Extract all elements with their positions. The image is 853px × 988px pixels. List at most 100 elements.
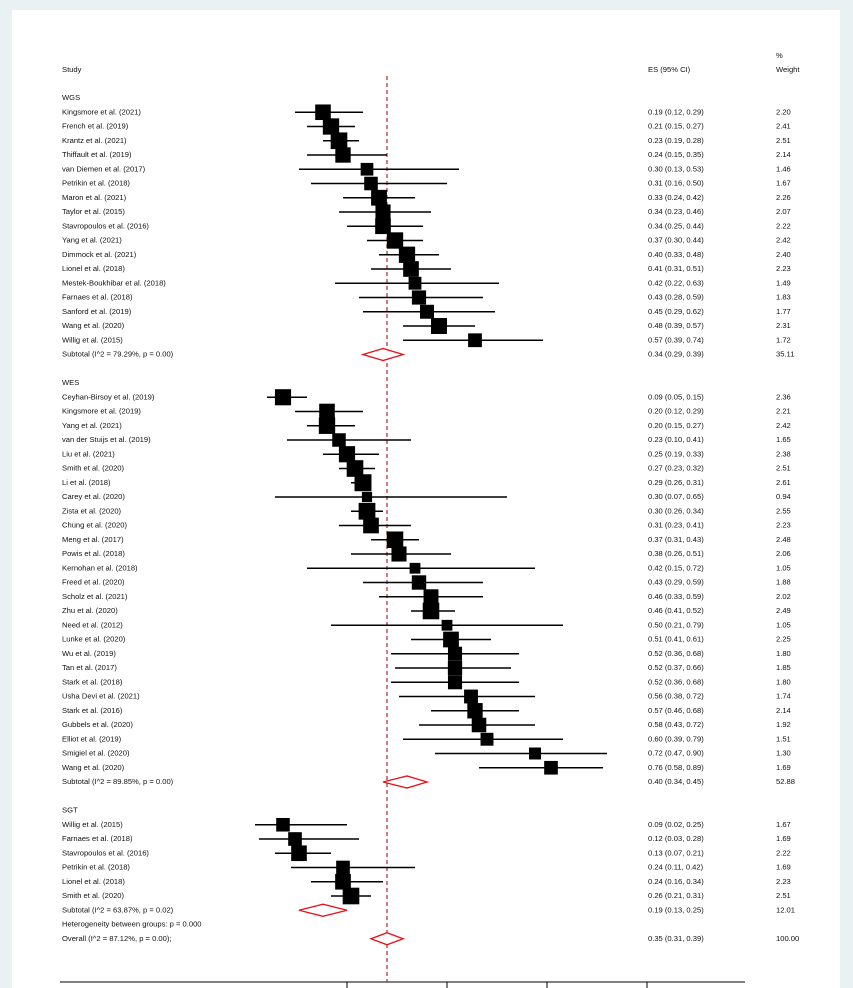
es-ci-label: 0.31 (0.23, 0.41) (648, 521, 704, 530)
row-label: Tan et al. (2017) (62, 663, 117, 672)
row-label: van der Stuijs et al. (2019) (62, 435, 151, 444)
row-label: Subtotal (I^2 = 79.29%, p = 0.00) (62, 350, 174, 359)
study-square (441, 619, 453, 631)
weight-label: 1.05 (776, 620, 791, 629)
es-ci-label: 0.46 (0.33, 0.59) (648, 592, 704, 601)
row-label: Lionel et al. (2018) (62, 264, 125, 273)
row-label: Li et al. (2018) (62, 478, 111, 487)
row-label: Krantz et al. (2021) (62, 136, 127, 145)
study-square (335, 147, 351, 163)
study-square (468, 333, 482, 348)
study-square (315, 104, 331, 121)
study-square (319, 403, 335, 420)
study-square (332, 433, 346, 447)
study-square (403, 261, 419, 277)
row-label: Stark et al. (2018) (62, 677, 123, 686)
study-square (447, 646, 463, 661)
study-square (274, 389, 292, 406)
study-square (330, 132, 348, 150)
row-label: Dimmock et al. (2021) (62, 250, 137, 259)
es-ci-label: 0.34 (0.23, 0.46) (648, 207, 704, 216)
weight-label: 1.83 (776, 293, 791, 302)
es-ci-label: 0.20 (0.15, 0.27) (648, 421, 704, 430)
study-square (420, 304, 434, 319)
weight-label: 1.77 (776, 307, 791, 316)
header-percent: % (776, 51, 783, 60)
es-ci-label: 0.35 (0.31, 0.39) (648, 934, 704, 943)
weight-label: 1.30 (776, 749, 791, 758)
study-square (338, 446, 356, 463)
row-label: Zhu et al. (2020) (62, 606, 118, 615)
row-label: Willig et al. (2015) (62, 335, 123, 344)
row-label: Wang et al. (2020) (62, 763, 125, 772)
study-square (411, 290, 427, 305)
es-ci-label: 0.37 (0.30, 0.44) (648, 236, 704, 245)
study-square (447, 675, 463, 690)
study-square (411, 575, 427, 590)
row-label: Yang et al. (2021) (62, 236, 122, 245)
weight-label: 2.23 (776, 264, 791, 273)
row-label: Overall (I^2 = 87.12%, p = 0.00); (62, 934, 172, 943)
es-ci-label: 0.76 (0.58, 0.89) (648, 763, 704, 772)
es-ci-label: 0.52 (0.36, 0.68) (648, 649, 704, 658)
study-square (336, 860, 350, 875)
weight-label: 1.74 (776, 692, 791, 701)
weight-label: 2.14 (776, 706, 791, 715)
study-square (529, 747, 541, 760)
row-label: Mestek-Boukhibar et al. (2018) (62, 278, 166, 287)
row-label: Smith et al. (2020) (62, 464, 125, 473)
weight-label: 2.22 (776, 221, 791, 230)
es-ci-label: 0.50 (0.21, 0.79) (648, 620, 704, 629)
es-ci-label: 0.51 (0.41, 0.61) (648, 635, 704, 644)
pooled-diamond (298, 903, 348, 917)
weight-label: 1.05 (776, 563, 791, 572)
es-ci-label: 0.42 (0.15, 0.72) (648, 563, 704, 572)
row-label: Ceyhan-Birsoy et al. (2019) (62, 392, 155, 401)
weight-label: 2.55 (776, 506, 791, 515)
study-square (335, 873, 351, 890)
weight-label: 1.67 (776, 820, 791, 829)
weight-label: 2.26 (776, 193, 791, 202)
es-ci-label: 0.09 (0.05, 0.15) (648, 392, 704, 401)
weight-label: 1.85 (776, 663, 791, 672)
es-ci-label: 0.48 (0.39, 0.57) (648, 321, 704, 330)
es-ci-label: 0.19 (0.12, 0.29) (648, 107, 704, 116)
row-label: Powis et al. (2018) (62, 549, 125, 558)
row-label: Carey et al. (2020) (62, 492, 125, 501)
study-square (386, 232, 404, 249)
plot-panel (12, 10, 840, 988)
row-label: Stavropoulos et al. (2016) (62, 848, 149, 857)
study-square (371, 189, 387, 206)
study-square (291, 845, 307, 862)
row-label: Taylor et al. (2015) (62, 207, 125, 216)
row-label: Lionel et al. (2018) (62, 877, 125, 886)
weight-label: 2.61 (776, 478, 791, 487)
weight-label: 2.42 (776, 236, 791, 245)
es-ci-label: 0.46 (0.41, 0.52) (648, 606, 704, 615)
row-label: Kingsmore et al. (2019) (62, 407, 141, 416)
header-weight: Weight (776, 65, 800, 74)
row-label: Smith et al. (2020) (62, 891, 125, 900)
row-label: Petrikin et al. (2018) (62, 179, 130, 188)
es-ci-label: 0.56 (0.38, 0.72) (648, 692, 704, 701)
group-label: WES (62, 378, 79, 387)
row-label: Need et al. (2012) (62, 620, 123, 629)
weight-label: 2.36 (776, 392, 791, 401)
row-label: Usha Devi et al. (2021) (62, 692, 140, 701)
row-label: Lunke et al. (2020) (62, 635, 126, 644)
es-ci-label: 0.29 (0.26, 0.31) (648, 478, 704, 487)
es-ci-label: 0.72 (0.47, 0.90) (648, 749, 704, 758)
pooled-diamond (382, 775, 430, 789)
es-ci-label: 0.30 (0.26, 0.34) (648, 506, 704, 515)
study-square (471, 717, 487, 733)
es-ci-label: 0.40 (0.33, 0.48) (648, 250, 704, 259)
study-square (391, 546, 407, 562)
study-square (288, 832, 302, 846)
weight-label: 2.06 (776, 549, 791, 558)
group-label: WGS (62, 93, 80, 102)
study-square (364, 176, 378, 191)
row-label: Scholz et al. (2021) (62, 592, 128, 601)
weight-label: 2.31 (776, 321, 791, 330)
es-ci-label: 0.30 (0.07, 0.65) (648, 492, 704, 501)
row-label: Kernohan et al. (2018) (62, 563, 138, 572)
